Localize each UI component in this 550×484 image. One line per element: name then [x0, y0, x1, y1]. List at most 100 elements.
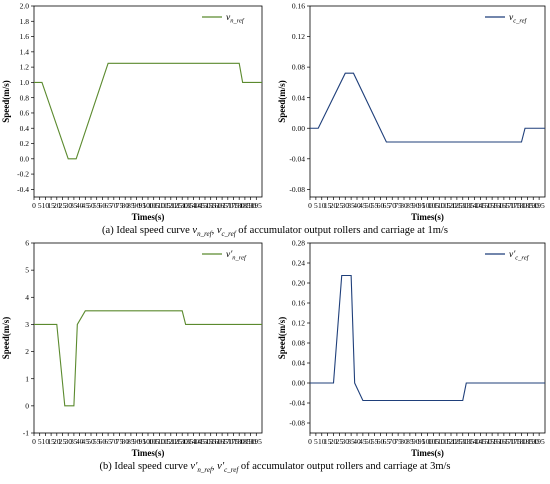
y-tick-label: 0.00	[292, 379, 305, 388]
x-tick-label: 160	[211, 437, 223, 446]
x-tick-label: 25	[59, 437, 67, 446]
legend-symbol: v	[509, 13, 514, 23]
x-tick-label: 160	[211, 201, 223, 210]
caption-b: (b) Ideal speed curve v′n_ref, v′c_ref o…	[0, 461, 550, 474]
x-tick-label: 145	[194, 201, 206, 210]
x-tick-label: 140	[188, 437, 200, 446]
x-tick-label: 65	[383, 201, 391, 210]
x-tick-label: 110	[154, 201, 165, 210]
x-tick-label: 5	[314, 201, 318, 210]
x-tick-label: 180	[234, 437, 246, 446]
x-tick-label: 40	[353, 201, 361, 210]
x-tick-label: 90	[133, 437, 141, 446]
y-tick-label: 4	[25, 293, 29, 302]
x-tick-label: 60	[99, 437, 107, 446]
x-tick-label: 80	[400, 201, 408, 210]
caption-a-subscript-2: c_ref	[221, 230, 236, 239]
x-tick-label: 15	[47, 437, 55, 446]
y-tick-label: 1.0	[20, 78, 30, 87]
x-tick-label: 35	[347, 201, 355, 210]
x-tick-label: 145	[475, 437, 487, 446]
y-tick-label: 0.04	[292, 93, 305, 102]
x-tick-label: 90	[133, 201, 141, 210]
x-tick-label: 25	[336, 201, 344, 210]
x-tick-label: 155	[205, 201, 217, 210]
caption-b-suffix: of accumulator output rollers and carria…	[238, 461, 451, 472]
x-tick-label: 40	[353, 437, 361, 446]
x-tick-label: 5	[314, 437, 318, 446]
series-line	[34, 310, 262, 407]
plot-frame	[309, 5, 546, 198]
x-tick-label: 85	[127, 201, 135, 210]
y-tick-label: 3	[25, 320, 29, 329]
x-tick-label: 160	[492, 201, 504, 210]
caption-b-subscript-1: n_ref	[197, 466, 212, 475]
x-tick-label: 45	[82, 201, 90, 210]
x-tick-label: 150	[199, 437, 211, 446]
x-tick-label: 5	[38, 437, 42, 446]
x-tick-label: 0	[308, 201, 312, 210]
legend-label: v′n_ref	[226, 250, 247, 262]
legend-symbol: v′	[509, 250, 516, 260]
x-tick-label: 75	[116, 437, 124, 446]
x-tick-label: 60	[99, 201, 107, 210]
x-tick-label: 115	[440, 437, 451, 446]
legend-label: vc_ref	[509, 13, 528, 25]
y-tick-label: 0.2	[20, 139, 30, 148]
x-tick-label: 90	[412, 437, 420, 446]
x-tick-label: 105	[148, 437, 160, 446]
x-tick-label: 45	[82, 437, 90, 446]
x-tick-label: 95	[418, 201, 426, 210]
x-tick-label: 10	[42, 201, 50, 210]
y-tick-label: -1	[23, 429, 29, 438]
x-tick-label: 125	[451, 437, 463, 446]
x-tick-label: 140	[188, 201, 200, 210]
y-tick-label: 0.20	[292, 279, 305, 288]
x-tick-label: 120	[165, 437, 177, 446]
x-tick-label: 165	[216, 437, 228, 446]
x-tick-label: 195	[534, 201, 546, 210]
x-tick-label: 65	[104, 437, 112, 446]
x-tick-label: 160	[492, 437, 504, 446]
x-tick-label: 165	[216, 201, 228, 210]
x-tick-label: 110	[434, 437, 445, 446]
caption-a-separator: ,	[211, 225, 217, 236]
x-tick-label: 130	[457, 437, 469, 446]
x-tick-label: 145	[475, 201, 487, 210]
plot-frame	[33, 242, 263, 434]
x-tick-label: 195	[251, 437, 263, 446]
x-tick-label: 30	[342, 437, 350, 446]
x-tick-label: 40	[76, 437, 84, 446]
y-tick-label: 2.0	[20, 2, 30, 11]
caption-b-separator: ,	[211, 461, 218, 472]
x-tick-label: 155	[205, 437, 217, 446]
x-tick-label: 15	[47, 201, 55, 210]
y-tick-label: 0.0	[20, 154, 30, 163]
x-tick-label: 10	[318, 201, 326, 210]
x-tick-label: 135	[463, 201, 475, 210]
caption-b-subscript-2: c_ref	[224, 466, 239, 475]
x-tick-label: 105	[428, 201, 440, 210]
y-tick-label: 0.04	[292, 359, 305, 368]
x-tick-label: 120	[165, 201, 177, 210]
x-tick-label: 65	[383, 437, 391, 446]
caption-a-suffix: of accumulator output rollers and carria…	[235, 225, 448, 236]
x-tick-label: 45	[359, 201, 367, 210]
legend-symbol: v	[226, 13, 231, 23]
x-tick-label: 20	[330, 437, 338, 446]
x-tick-label: 50	[365, 201, 373, 210]
x-tick-label: 150	[481, 437, 493, 446]
caption-a-subscript-1: n_ref	[197, 230, 212, 239]
x-tick-label: 100	[142, 201, 154, 210]
x-tick-label: 70	[389, 201, 397, 210]
x-tick-label: 175	[228, 201, 240, 210]
chart-panel-3: 0 5 10152025303540455055606570758085909510…	[1, 239, 263, 458]
x-tick-label: 85	[406, 201, 414, 210]
x-tick-label: 20	[330, 201, 338, 210]
x-tick-label: 50	[87, 437, 95, 446]
x-tick-label: 75	[116, 201, 124, 210]
x-axis-label: Times(s)	[411, 212, 444, 222]
x-tick-label: 165	[498, 437, 510, 446]
x-tick-label: 45	[359, 437, 367, 446]
caption-a-prefix: (a) Ideal speed curve	[102, 225, 193, 236]
